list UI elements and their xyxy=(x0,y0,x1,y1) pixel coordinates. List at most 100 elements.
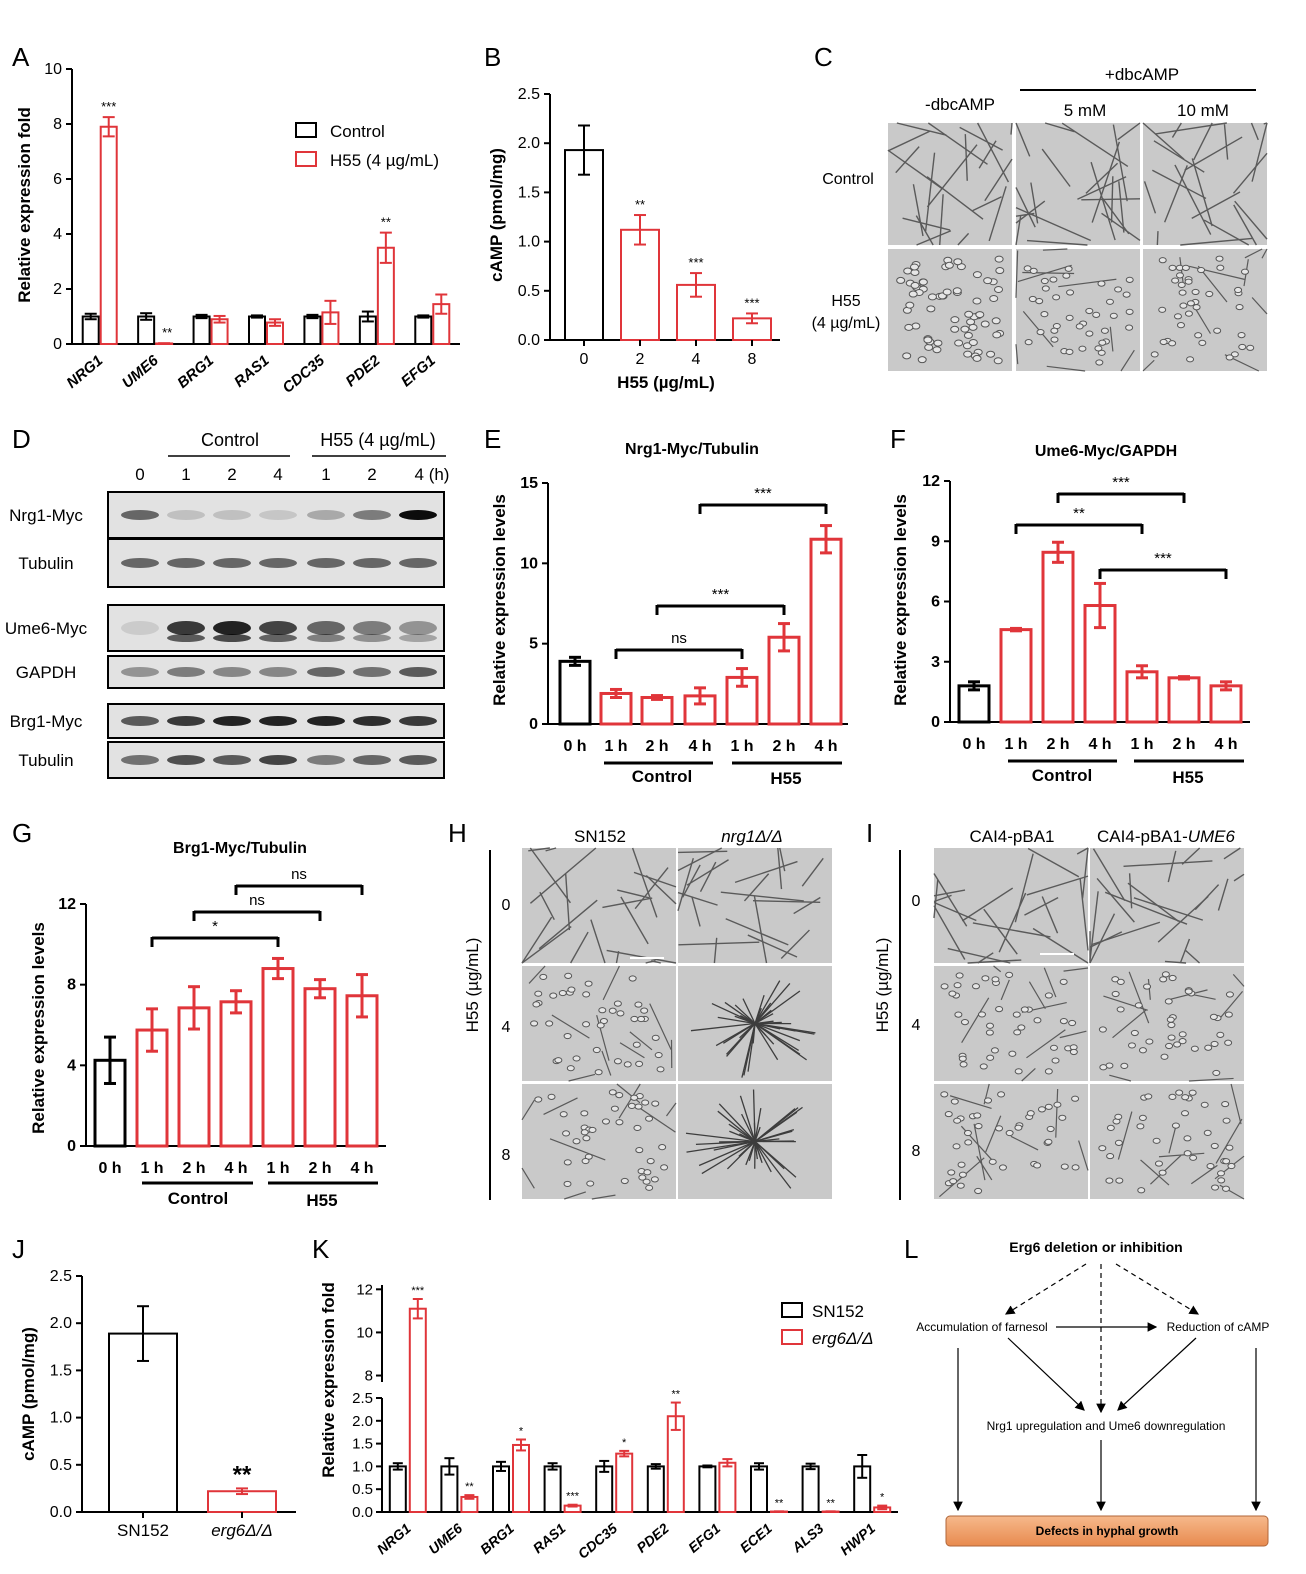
i-tile-2-1-cell xyxy=(1206,1163,1215,1170)
h-tile-2-0-hypha xyxy=(549,1138,606,1161)
a-control-bar xyxy=(303,315,322,345)
c-tile-1-1-cell xyxy=(1040,311,1049,318)
h-tile-1-0-cell xyxy=(592,1046,601,1054)
i-tile-1-1-cell xyxy=(1216,1031,1225,1038)
d-row-label: Tubulin xyxy=(18,751,73,770)
i-tile-0-0 xyxy=(933,847,1089,964)
c-tile-1-1-cell xyxy=(1098,339,1107,346)
h-tile-1-0-cell xyxy=(613,1000,622,1007)
i-tile-1-1-cell xyxy=(1098,1026,1107,1033)
panel-label-k: K xyxy=(312,1234,330,1264)
a-xtick-label: EFG1 xyxy=(398,352,439,390)
k-ytick-label: 0.0 xyxy=(352,1504,373,1521)
h-tile-2-0-cell xyxy=(633,1124,642,1132)
i-tile-1-1-cell xyxy=(1130,1029,1139,1037)
i-tile-0-1-hypha xyxy=(1181,847,1201,865)
h-tile-1-1-hypha xyxy=(754,994,765,1024)
i-tile-1-0-hypha xyxy=(1063,967,1089,972)
c-tile-1-1-cell xyxy=(1078,345,1087,352)
h-tile-2-0-cell xyxy=(534,1096,543,1103)
h-tile-2-0-cell xyxy=(651,1100,660,1107)
i-tile-1-0-cell xyxy=(1012,1011,1021,1018)
c-tile-1-2-cell xyxy=(1186,356,1195,363)
c-row-h55-conc: (4 µg/mL) xyxy=(812,315,881,332)
d-group-h55: H55 (4 µg/mL) xyxy=(320,430,435,450)
chart-j-camp: 0.0 0.5 1.0 1.5 2.0 2.5 cAMP (pmol/mg) SN152 erg… xyxy=(19,1268,296,1540)
h-tile-2-0-cell xyxy=(588,1126,597,1134)
c-tile-1-1-cell xyxy=(1085,330,1094,337)
h-tile-1-1-hypha xyxy=(754,1023,775,1045)
c-tile-1-0-cell xyxy=(972,354,982,362)
i-tile-0-1-hypha xyxy=(1179,938,1191,964)
legend-k-swatch-sn152 xyxy=(781,1302,803,1318)
c-tile-1-2-cell xyxy=(1175,272,1184,279)
d-band xyxy=(213,716,251,726)
k-ytick-label: 12 xyxy=(356,1281,373,1298)
legend-swatch-h55 xyxy=(295,151,317,167)
a-xtick-label: CDC35 xyxy=(279,352,328,397)
legend-a: Control H55 (4 µg/mL) xyxy=(295,122,439,170)
d-band xyxy=(259,667,297,677)
a-xtick-label: UME6 xyxy=(119,352,162,392)
i-tile-1-1-cell xyxy=(1099,1064,1108,1071)
i-tile-1-0-cell xyxy=(954,1011,963,1018)
k-xtick-label: NRG1 xyxy=(374,1520,414,1557)
h-tile-2-0-hypha xyxy=(521,1167,535,1189)
i-tile-2-1-cell xyxy=(1211,1184,1220,1191)
e-xtick-label: 2 h xyxy=(772,738,795,755)
c-tile-0-2-hypha xyxy=(1184,136,1243,171)
i-tile-2-0-cell xyxy=(953,1117,962,1124)
e-group-h55: H55 xyxy=(770,769,801,788)
c-tile-1-1-hypha xyxy=(1015,344,1019,365)
c-tile-1-2-cell xyxy=(1158,257,1167,264)
h-tile-2-1-hypha xyxy=(698,1140,756,1167)
k-sn152-bar xyxy=(543,1465,562,1514)
c-tile-1-0-cell xyxy=(989,294,999,302)
h-tile-0-0-hypha xyxy=(645,875,677,905)
h-tile-1-0-cell xyxy=(549,992,558,999)
f-title: Ume6-Myc/GAPDH xyxy=(1035,443,1177,460)
c-tile-0-2-hypha xyxy=(1156,231,1159,246)
h-tile-1-0-cell xyxy=(582,1021,591,1028)
d-row-label: Ume6-Myc xyxy=(5,619,88,638)
h-tile-2-0-hypha xyxy=(665,1102,677,1117)
h-tile-2-0-cell xyxy=(658,1144,667,1151)
g-xtick-label: 0 h xyxy=(98,1160,121,1177)
e-title: Nrg1-Myc/Tubulin xyxy=(625,441,759,458)
c-tile-0-1-hypha xyxy=(1117,122,1141,141)
c-tile-1-2-cell xyxy=(1168,264,1177,271)
k-sig: ** xyxy=(672,1389,681,1401)
i-tile-0-0-hypha xyxy=(983,908,1018,955)
i-tile-1-1-cell xyxy=(1224,1011,1233,1018)
k-erg6-bar xyxy=(615,1452,634,1513)
h-tile-0-1-hypha xyxy=(743,873,770,902)
i-ylabel: H55 (µg/mL) xyxy=(873,938,892,1033)
h-tile-0-0-hypha xyxy=(602,897,653,909)
i-tile-1-0-cell xyxy=(1033,1017,1042,1024)
b-ytick-label: 0.0 xyxy=(518,332,540,349)
legend-k-swatch-erg6 xyxy=(781,1329,803,1345)
i-row-4: 4 xyxy=(912,1017,921,1034)
c-tile-1-0-cell xyxy=(908,290,918,298)
i-tile-1-0-cell xyxy=(960,1019,969,1026)
i-tile-2-1-cell xyxy=(1210,1142,1219,1150)
c-tile-1-2-cell xyxy=(1237,332,1246,339)
k-sn152-bar xyxy=(801,1465,820,1514)
g-ylabel: Relative expression levels xyxy=(29,922,48,1134)
h-tile-0-0-hypha xyxy=(538,899,598,950)
k-sig: * xyxy=(622,1437,627,1449)
i-tile-2-0-cell xyxy=(984,1097,993,1104)
c-tile-0-0-hypha xyxy=(887,130,931,152)
h-tile-1-1-hypha xyxy=(754,1022,815,1035)
i-tile-0-1-hypha xyxy=(1089,913,1116,964)
c-tile-1-2-cell xyxy=(1184,278,1193,285)
i-tile-1-0-cell xyxy=(1044,1068,1053,1075)
d-row-label: Nrg1-Myc xyxy=(9,506,83,525)
i-tile-2-1-cell xyxy=(1114,1139,1123,1146)
panel-label-a: A xyxy=(12,42,30,72)
i-tile-2-0-hypha xyxy=(1078,1140,1089,1171)
k-sn152-bar xyxy=(750,1465,768,1514)
c-tile-1-2-cell xyxy=(1168,340,1177,347)
i-tile-2-1-cell xyxy=(1144,1093,1153,1100)
f-ytick-label: 12 xyxy=(922,473,940,490)
